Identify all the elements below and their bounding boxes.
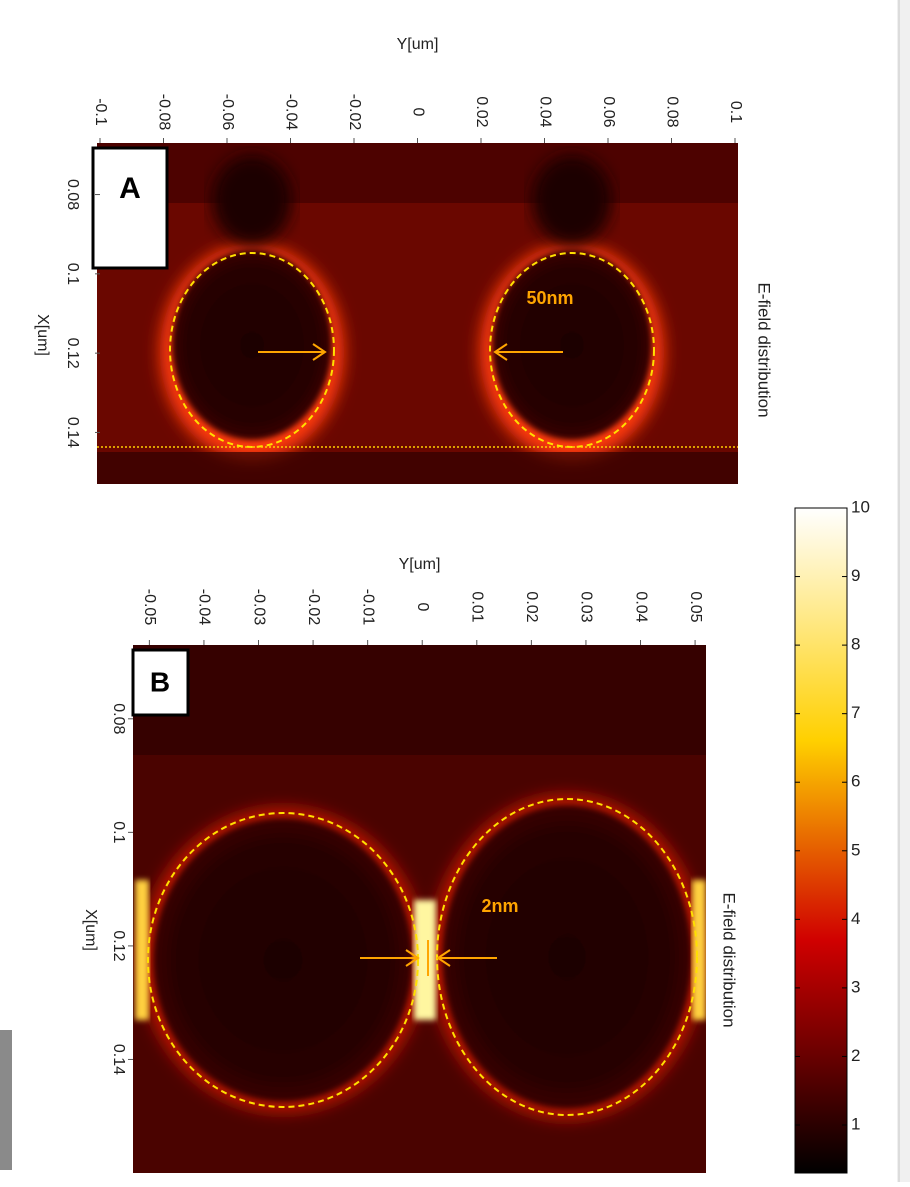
y-tick-label: 0.14: [110, 1044, 127, 1075]
x-tick-label: 0.02: [523, 591, 540, 622]
colorbar-tick-label: 3: [851, 977, 860, 996]
y-tick-label: 0.1: [64, 263, 81, 285]
x-tick-label: 0.01: [469, 591, 486, 622]
x-axis-label: Y[um]: [397, 36, 439, 53]
colorbar-tick-label: 5: [851, 840, 860, 859]
panel-title: E-field distribution: [720, 892, 739, 1027]
x-tick-label: 0.06: [600, 96, 617, 127]
x-tick-label: -0.02: [346, 94, 363, 131]
panel-title: E-field distribution: [755, 282, 774, 417]
colorbar-tick-label: 6: [851, 772, 860, 791]
x-tick-label: -0.05: [141, 589, 158, 626]
x-tick-label: 0: [409, 108, 426, 117]
x-tick-label: 0.02: [473, 96, 490, 127]
x-tick-label: 0.04: [536, 96, 553, 127]
colorbar-tick-label: 1: [851, 1114, 860, 1133]
y-tick-label: 0.08: [64, 179, 81, 210]
heatmap-a: [97, 143, 738, 484]
y-axis-label: X[um]: [34, 314, 51, 356]
y-tick-label: 0.12: [110, 930, 127, 961]
x-tick-label: -0.01: [359, 589, 376, 626]
colorbar-tick-label: 9: [851, 566, 860, 585]
colorbar: [794, 507, 848, 1174]
y-tick-label: 0.08: [110, 703, 127, 734]
colorbar-tick-label: 10: [851, 497, 870, 516]
x-tick-label: 0.05: [687, 591, 704, 622]
colorbar-tick-label: 8: [851, 635, 860, 654]
x-tick-label: 0.1: [727, 101, 744, 123]
colorbar-tick-label: 4: [851, 909, 860, 928]
heatmap-b: [133, 645, 706, 1173]
y-axis-label: X[um]: [82, 909, 99, 951]
panel-label: B: [150, 666, 170, 697]
x-tick-label: -0.1: [92, 98, 109, 126]
x-tick-label: -0.04: [196, 589, 213, 626]
colorbar-tick-label: 2: [851, 1046, 860, 1065]
annotation: 2nm: [481, 896, 518, 916]
annotation: 50nm: [526, 288, 573, 308]
x-tick-label: 0.04: [632, 591, 649, 622]
panel-label: A: [119, 172, 141, 205]
y-tick-label: 0.12: [64, 338, 81, 369]
y-tick-label: 0.14: [64, 417, 81, 448]
x-axis-label: Y[um]: [399, 556, 441, 573]
x-tick-label: -0.04: [282, 94, 299, 131]
y-tick-label: 0.1: [110, 821, 127, 843]
x-tick-label: -0.08: [155, 94, 172, 131]
x-tick-label: -0.03: [250, 589, 267, 626]
colorbar-tick-label: 7: [851, 703, 860, 722]
x-tick-label: -0.06: [219, 94, 236, 131]
x-tick-label: 0.03: [578, 591, 595, 622]
x-tick-label: -0.02: [305, 589, 322, 626]
x-tick-label: 0: [414, 603, 431, 612]
x-tick-label: 0.08: [663, 96, 680, 127]
